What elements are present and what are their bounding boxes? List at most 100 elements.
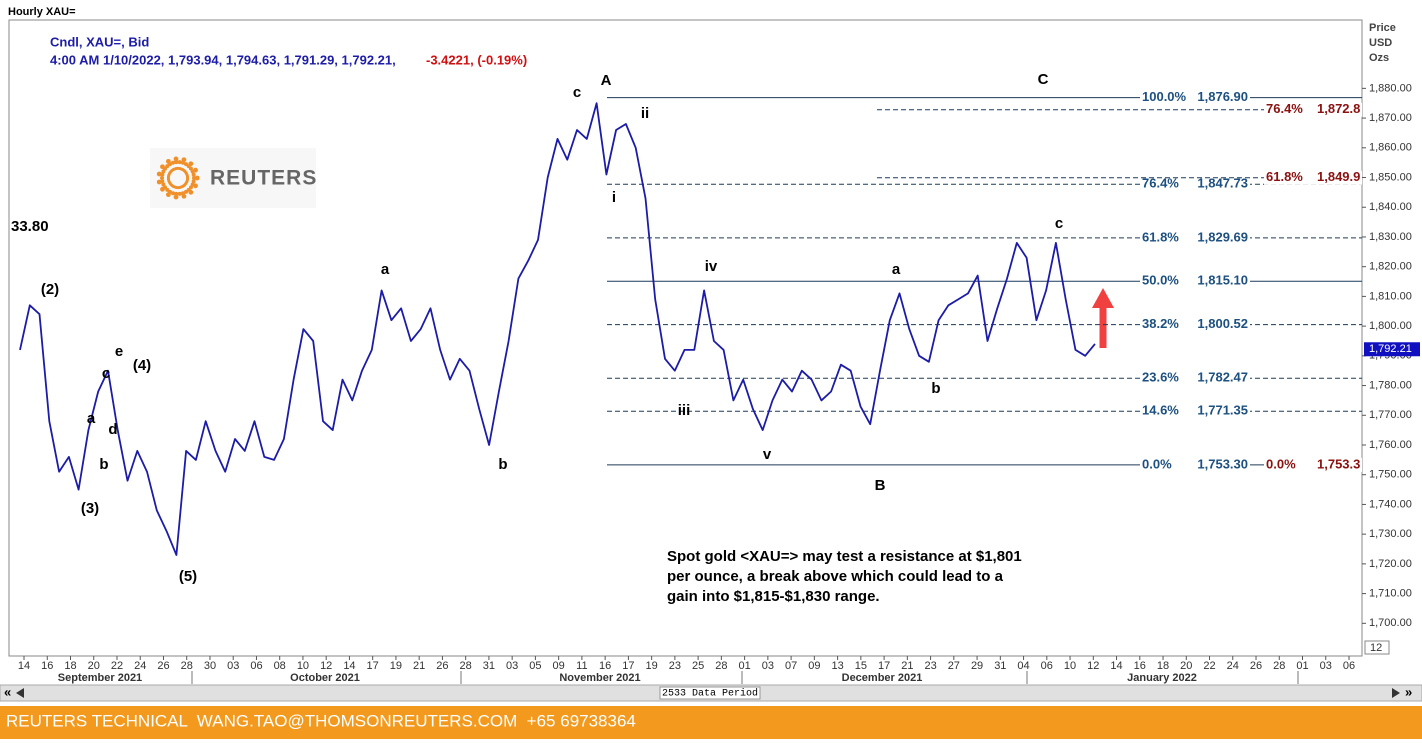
wave-label: b [498,456,507,473]
annotation: Spot gold <XAU=> may test a resistance a… [667,548,1022,565]
logo-dot [184,189,188,194]
x-tick-label: 06 [1343,660,1355,672]
axis-label: Ozs [1369,52,1389,64]
x-tick-label: 07 [785,660,797,672]
y-tick-label: 1,840.00 [1369,201,1412,213]
x-tick-label: 06 [250,660,262,672]
wave-label: c [1055,215,1063,232]
month-label: September 2021 [58,672,142,684]
logo-dot [174,191,179,196]
data-period-box [659,686,761,700]
x-tick-label: 26 [1250,660,1262,672]
month-label: November 2021 [559,672,640,684]
x-tick-label: 11 [576,660,587,672]
fib-value-label: 1,800.52 [1197,316,1248,331]
price-line [19,102,1096,556]
y-tick-label: 1,860.00 [1369,142,1412,154]
x-tick-label: 17 [367,660,379,672]
x-tick-label: 29 [971,660,983,672]
logo-dot [192,176,196,180]
wave-label: d [108,421,117,438]
fib-label: 100.0% [1142,89,1187,104]
logo-dot [191,179,196,184]
x-tick-label: 08 [274,660,286,672]
wave-label: iii [678,402,691,419]
x-tick-label: 13 [831,660,843,672]
x-tick-label: 31 [994,660,1006,672]
axis-label: Price [1369,22,1396,34]
x-tick-label: 26 [157,660,169,672]
x-tick-label: 01 [738,660,750,672]
x-tick-label: 03 [1320,660,1332,672]
scroll-left[interactable]: « [4,684,11,699]
x-tick-label: 22 [1203,660,1215,672]
logo-dot [174,160,179,165]
x-tick-label: 28 [181,660,193,672]
y-tick-label: 1,800.00 [1369,320,1412,332]
logo-dot [180,160,185,165]
last-price-label: 1,792.21 [1369,343,1412,355]
y-tick-label: 1,760.00 [1369,439,1412,451]
logo-dot [160,172,165,177]
x-tick-label: 27 [948,660,960,672]
fib-ext-bg [1264,457,1362,472]
logo-dot [180,191,185,196]
wave-label: iv [705,258,718,275]
fib-label-bg [1140,90,1250,105]
left-label: 33.80 [11,218,49,235]
wave-label: ii [641,105,649,122]
x-tick-label: 28 [1273,660,1285,672]
logo-dot [173,156,179,162]
logo-dot [161,169,166,174]
x-tick-label: 30 [204,660,216,672]
logo-dot [171,160,176,165]
legend-values: 4:00 AM 1/10/2022, 1,793.94, 1,794.63, 1… [50,52,396,67]
fib-label-bg [1140,177,1250,192]
x-tick-label: 14 [343,660,355,672]
logo-dot [173,194,179,200]
fib-value-label: 1,753.30 [1197,456,1248,471]
wave-label: a [892,261,901,278]
logo-dot [156,179,162,185]
x-tick-label: 09 [808,660,820,672]
wave-label: (2) [41,281,59,298]
y-tick-label: 1,770.00 [1369,409,1412,421]
wave-label: (4) [133,357,151,374]
fib-label: 38.2% [1142,316,1179,331]
logo-dot [190,169,195,174]
y-tick-label: 1,730.00 [1369,528,1412,540]
x-tick-label: 09 [553,660,565,672]
wave-label: c [573,84,581,101]
wave-label: A [601,72,612,89]
fib-extension-value: 1,753.3 [1317,456,1360,471]
fib-label: 76.4% [1142,176,1179,191]
plot-frame [8,19,1363,657]
logo-mark [156,156,200,200]
x-tick-label: 22 [111,660,123,672]
reuters-logo: REUTERS [150,148,316,208]
wave-label: (3) [81,500,99,517]
annotation: gain into $1,815-$1,830 range. [667,588,880,605]
fib-value-label: 1,815.10 [1197,273,1248,288]
fib-label-bg [1140,457,1250,472]
y-tick-label: 1,700.00 [1369,617,1412,629]
fib-label-bg [1140,274,1250,289]
logo-dot [185,175,189,179]
x-tick-label: 31 [483,660,495,672]
scroll-right[interactable]: » [1405,684,1412,699]
fib-extension-label: 61.8% [1266,169,1303,184]
fib-value-label: 1,782.47 [1197,370,1248,385]
x-tick-label: 12 [320,660,332,672]
month-label: January 2022 [1127,672,1197,684]
x-tick-label: 10 [1064,660,1076,672]
x-tick-label: 21 [413,660,425,672]
x-tick-label: 28 [715,660,727,672]
fib-label-bg [1140,230,1250,245]
x-tick-label: 26 [436,660,448,672]
fib-value-label: 1,876.90 [1197,89,1248,104]
month-label: October 2021 [290,672,360,684]
logo-dot [156,171,162,177]
arrow-head [1092,288,1114,308]
logo-dot [191,172,196,177]
